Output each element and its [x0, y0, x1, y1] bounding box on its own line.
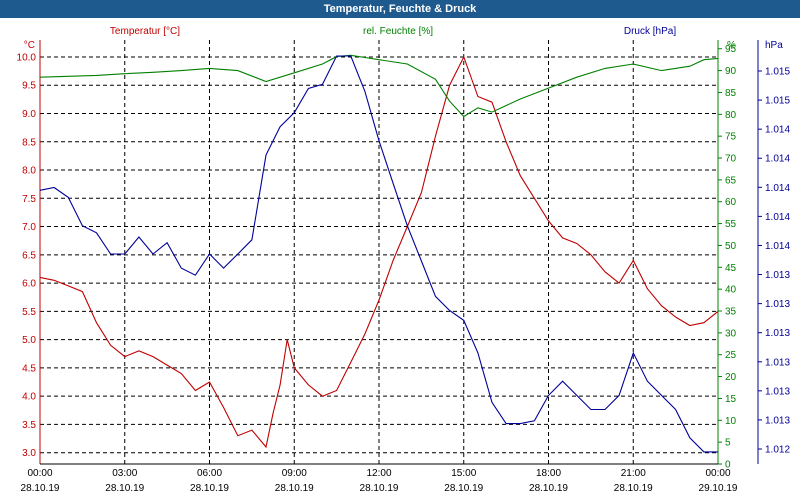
temperature-tick-label: 4.0	[22, 392, 36, 403]
pressure-tick-label: 1.015	[765, 96, 790, 107]
humidity-tick-label: 20	[725, 372, 737, 383]
humidity-tick-label: 70	[725, 154, 737, 165]
temperature-tick-label: 6.5	[22, 250, 36, 261]
x-tick-time: 18:00	[536, 468, 561, 479]
temperature-tick-label: 9.0	[22, 109, 36, 120]
pressure-tick-label: 1.014	[765, 183, 790, 194]
humidity-tick-label: 35	[725, 307, 737, 318]
humidity-tick-label: 65	[725, 175, 737, 186]
humidity-tick-label: 90	[725, 66, 737, 77]
humidity-series-line	[39, 54, 719, 118]
temperature-tick-label: 5.0	[22, 335, 36, 346]
humidity-tick-label: 30	[725, 328, 737, 339]
temperature-unit: °C	[24, 40, 35, 51]
humidity-axis-label: rel. Feuchte [%]	[363, 26, 433, 37]
x-tick-date: 28.10.19	[360, 483, 399, 494]
pressure-tick-label: 1.013	[765, 357, 790, 368]
x-tick-time: 12:00	[366, 468, 391, 479]
temperature-tick-label: 3.5	[22, 420, 36, 431]
pressure-axis-label: Druck [hPa]	[624, 26, 676, 37]
temperature-axis-label: Temperatur [°C]	[110, 26, 180, 37]
x-tick-time: 03:00	[112, 468, 137, 479]
temperature-tick-label: 6.0	[22, 279, 36, 290]
x-tick-time: 00:00	[705, 468, 730, 479]
humidity-tick-label: 40	[725, 285, 737, 296]
humidity-tick-label: 50	[725, 241, 737, 252]
x-tick-date: 28.10.19	[529, 483, 568, 494]
pressure-tick-label: 1.013	[765, 270, 790, 281]
tick-labels: 3.0 3.5 4.0 4.5 5.0 5.5 6.0 6.5 7.0 7.5 8.0 8.5 9.0 9…	[17, 44, 791, 494]
humidity-tick-label: 10	[725, 416, 737, 427]
humidity-tick-label: 5	[725, 438, 731, 449]
pressure-unit: hPa	[765, 40, 783, 51]
x-tick-time: 06:00	[197, 468, 222, 479]
series-lines	[39, 54, 719, 453]
pressure-tick-label: 1.013	[765, 386, 790, 397]
temperature-tick-label: 5.5	[22, 307, 36, 318]
temperature-tick-label: 3.0	[22, 448, 36, 459]
x-tick-time: 00:00	[27, 468, 52, 479]
humidity-tick-label: 80	[725, 110, 737, 121]
x-tick-time: 15:00	[451, 468, 476, 479]
chart-title: Temperatur, Feuchte & Druck	[0, 0, 800, 18]
temperature-tick-label: 8.0	[22, 166, 36, 177]
pressure-series-line	[39, 55, 718, 453]
humidity-tick-label: 60	[725, 197, 737, 208]
temperature-tick-label: 7.0	[22, 222, 36, 233]
temperature-tick-label: 8.5	[22, 137, 36, 148]
humidity-tick-label: 0	[725, 460, 731, 471]
pressure-tick-label: 1.014	[765, 154, 790, 165]
x-tick-time: 09:00	[282, 468, 307, 479]
humidity-tick-label: 45	[725, 263, 737, 274]
temperature-tick-label: 7.5	[22, 194, 36, 205]
x-tick-time: 21:00	[621, 468, 646, 479]
grid	[40, 40, 718, 464]
x-tick-date: 28.10.19	[190, 483, 229, 494]
pressure-tick-label: 1.015	[765, 67, 790, 78]
humidity-unit: %	[727, 40, 736, 51]
humidity-tick-label: 55	[725, 219, 737, 230]
pressure-tick-label: 1.012	[765, 445, 790, 456]
humidity-tick-label: 25	[725, 350, 737, 361]
temperature-tick-label: 4.5	[22, 363, 36, 374]
pressure-tick-label: 1.013	[765, 328, 790, 339]
pressure-tick-label: 1.013	[765, 299, 790, 310]
x-tick-date: 28.10.19	[444, 483, 483, 494]
pressure-tick-label: 1.014	[765, 125, 790, 136]
x-tick-date: 28.10.19	[105, 483, 144, 494]
axes	[39, 40, 762, 465]
x-tick-date: 28.10.19	[275, 483, 314, 494]
temperature-tick-label: 10.0	[17, 52, 37, 63]
humidity-tick-label: 85	[725, 88, 737, 99]
x-tick-date: 29.10.19	[699, 483, 738, 494]
humidity-tick-label: 15	[725, 394, 737, 405]
humidity-tick-label: 95	[725, 44, 737, 55]
humidity-tick-label: 75	[725, 132, 737, 143]
pressure-tick-label: 1.013	[765, 415, 790, 426]
chart: 3.0 3.5 4.0 4.5 5.0 5.5 6.0 6.5 7.0 7.5 8.0 8.5 9.0 9…	[17, 26, 791, 494]
temperature-tick-label: 9.5	[22, 81, 36, 92]
pressure-tick-label: 1.014	[765, 241, 790, 252]
temperature-series-line	[39, 55, 719, 449]
x-tick-date: 28.10.19	[21, 483, 60, 494]
pressure-tick-label: 1.014	[765, 212, 790, 223]
x-tick-date: 28.10.19	[614, 483, 653, 494]
